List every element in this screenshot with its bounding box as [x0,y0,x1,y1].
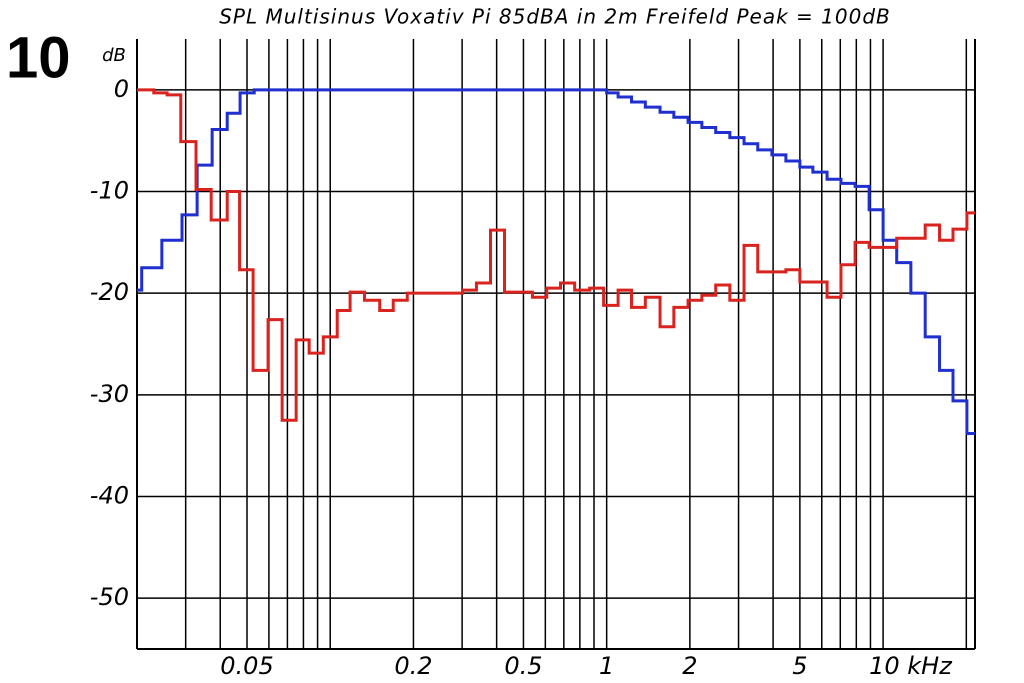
y-axis-label: dB [102,45,126,66]
y-tick-label: -40 [90,482,129,510]
y-tick-label: -30 [90,380,129,408]
y-tick-label: -50 [90,583,129,611]
y-tick-label: -20 [90,278,129,306]
x-tick-label: 10 kHz [869,652,953,680]
data-line [137,88,975,435]
y-tick-label: -10 [90,177,129,205]
chart-title: SPL Multisinus Voxativ Pi 85dBA in 2m Fr… [219,5,891,29]
x-tick-label: 0.2 [394,652,432,680]
x-tick-label: 5 [792,652,807,680]
data-line [137,88,975,422]
x-tick-label: 2 [682,652,697,680]
x-tick-label: 1 [599,652,614,680]
x-tick-label: 0.5 [504,652,542,680]
x-tick-label: 0.05 [220,652,273,680]
y-tick-label: 0 [114,75,129,103]
annotation: 10 [6,25,71,90]
